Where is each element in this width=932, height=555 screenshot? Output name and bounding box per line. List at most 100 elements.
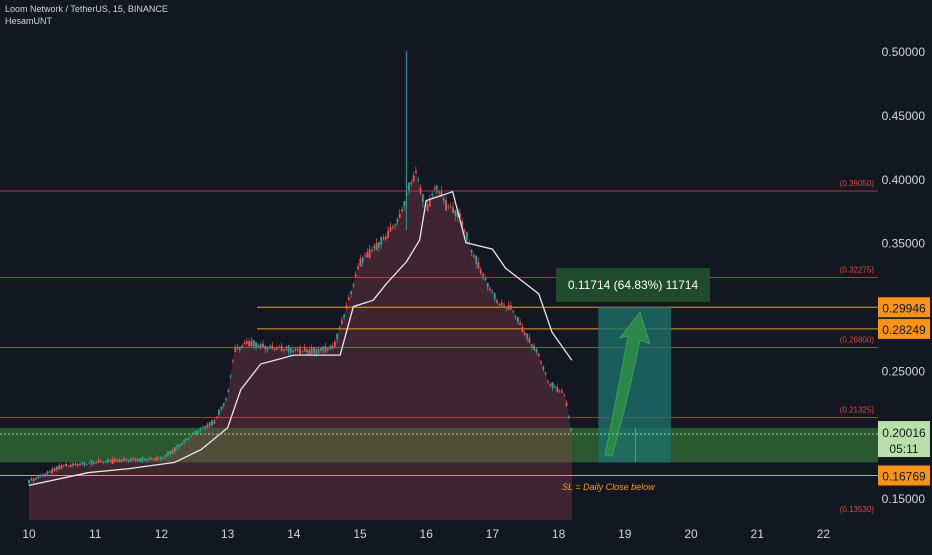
candle [257, 343, 260, 349]
candle-body [234, 347, 237, 353]
candle-body [322, 346, 325, 352]
candle-body [276, 347, 278, 350]
sl-annotation: SL = Daily Close below [562, 482, 655, 492]
candle-body [197, 430, 200, 434]
candle [535, 347, 538, 355]
candle-body [76, 464, 79, 466]
candle-body [447, 206, 450, 208]
candle-body [466, 232, 468, 240]
candle [329, 344, 332, 351]
candle-body [540, 361, 542, 364]
candle [391, 224, 394, 230]
candle [79, 461, 81, 466]
candle-body [452, 206, 454, 213]
candle [433, 184, 436, 191]
candle [99, 459, 102, 463]
candle [273, 347, 276, 352]
candle [155, 454, 158, 462]
candle-body [320, 347, 322, 352]
candle [510, 301, 512, 310]
candle [354, 270, 357, 278]
candle-body [102, 461, 105, 463]
candle-body [333, 341, 336, 347]
candle-body [521, 326, 524, 333]
candle [303, 344, 306, 352]
demand-zone [0, 427, 878, 463]
candle-body [472, 255, 475, 257]
candle [106, 458, 109, 465]
candle-body [308, 349, 311, 355]
candle-body [287, 345, 290, 353]
candle-body [97, 460, 100, 464]
candle [352, 282, 355, 288]
candle [139, 457, 142, 463]
candle-body [143, 458, 146, 460]
candle-body [48, 471, 51, 473]
candle-body [500, 302, 503, 306]
candle [415, 166, 417, 175]
candle-body [136, 459, 139, 461]
candle-body [519, 322, 522, 325]
candle [259, 342, 262, 350]
candle-body [53, 468, 56, 472]
chart-symbol-title: Loom Network / TetherUS, 15, BINANCE [5, 4, 168, 14]
candle-body [528, 337, 531, 343]
candle [231, 358, 234, 364]
candle [285, 346, 288, 351]
candle-body [561, 390, 563, 393]
candle [97, 457, 100, 464]
candle [301, 349, 304, 354]
candle [55, 465, 58, 472]
candle [178, 444, 181, 450]
candle [482, 272, 485, 280]
candle-body [459, 213, 461, 218]
fib-level-label: (0.13530) [840, 505, 875, 514]
candle [544, 370, 547, 376]
trend-step-line [28, 190, 573, 486]
candle-body [88, 462, 91, 464]
candle-body [218, 409, 220, 415]
candle [118, 457, 121, 463]
candle [95, 461, 98, 465]
candle-body [37, 476, 40, 478]
candle-body [104, 461, 107, 463]
candle-body [438, 191, 441, 193]
candle-body [343, 314, 346, 318]
candle-countdown: 05:11 [889, 442, 918, 456]
candle [523, 330, 526, 337]
candle-body [507, 305, 510, 311]
candle-body [181, 443, 183, 445]
candle [241, 343, 244, 349]
candle-body [505, 307, 508, 309]
candle-body [449, 206, 452, 208]
candle-body [354, 274, 357, 277]
candle [347, 294, 350, 301]
candle [419, 183, 422, 195]
candle-body [296, 348, 299, 351]
candle [143, 457, 146, 462]
candle [512, 309, 515, 314]
candle [315, 348, 318, 358]
candle-body [380, 236, 383, 245]
candle [187, 437, 190, 441]
candle [503, 302, 505, 308]
x-tick-label: 20 [684, 527, 698, 541]
candle-body [273, 348, 276, 350]
candle-body [391, 227, 394, 228]
candle-body [375, 242, 378, 251]
candle [403, 200, 406, 211]
candle-body [523, 332, 526, 336]
candle-body [113, 459, 116, 463]
candle [243, 340, 246, 346]
candle [222, 402, 225, 409]
candle [211, 419, 213, 428]
candle-body [426, 204, 429, 211]
candle-body [194, 430, 197, 434]
candle [445, 195, 447, 211]
candle [549, 382, 552, 388]
candle [282, 348, 285, 354]
candle-body [190, 435, 193, 437]
candle-body [255, 342, 257, 348]
price-badge [878, 297, 930, 318]
